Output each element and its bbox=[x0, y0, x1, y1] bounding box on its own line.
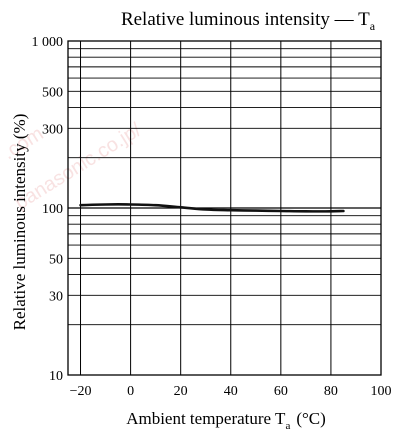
series-line bbox=[79, 203, 345, 213]
tick-labels: −20 0 20 40 60 80 100 10 30 50 100 300 500 1 000 bbox=[32, 35, 392, 399]
x-tick-label: 40 bbox=[224, 384, 238, 399]
y-tick-label: 10 bbox=[49, 369, 63, 384]
chart-grid bbox=[68, 41, 381, 375]
chart-title: Relative luminous intensity — Ta bbox=[121, 9, 376, 33]
y-tick-label: 30 bbox=[49, 289, 63, 304]
x-tick-label: 0 bbox=[127, 384, 134, 399]
x-axis-label: Ambient temperature Ta (°C) bbox=[126, 409, 326, 432]
y-axis-label: Relative luminous intensity (%) bbox=[10, 114, 29, 331]
y-tick-label: 300 bbox=[42, 122, 63, 137]
x-tick-label: 80 bbox=[324, 384, 338, 399]
y-tick-label: 500 bbox=[42, 85, 63, 100]
x-tick-label: 60 bbox=[274, 384, 288, 399]
y-tick-label: 1 000 bbox=[32, 35, 64, 50]
plot-frame bbox=[67, 40, 382, 376]
y-tick-label: 50 bbox=[49, 252, 63, 267]
x-tick-label: 100 bbox=[371, 384, 392, 399]
x-tick-label: −20 bbox=[70, 384, 92, 399]
x-tick-label: 20 bbox=[174, 384, 188, 399]
y-tick-label: 100 bbox=[42, 202, 63, 217]
